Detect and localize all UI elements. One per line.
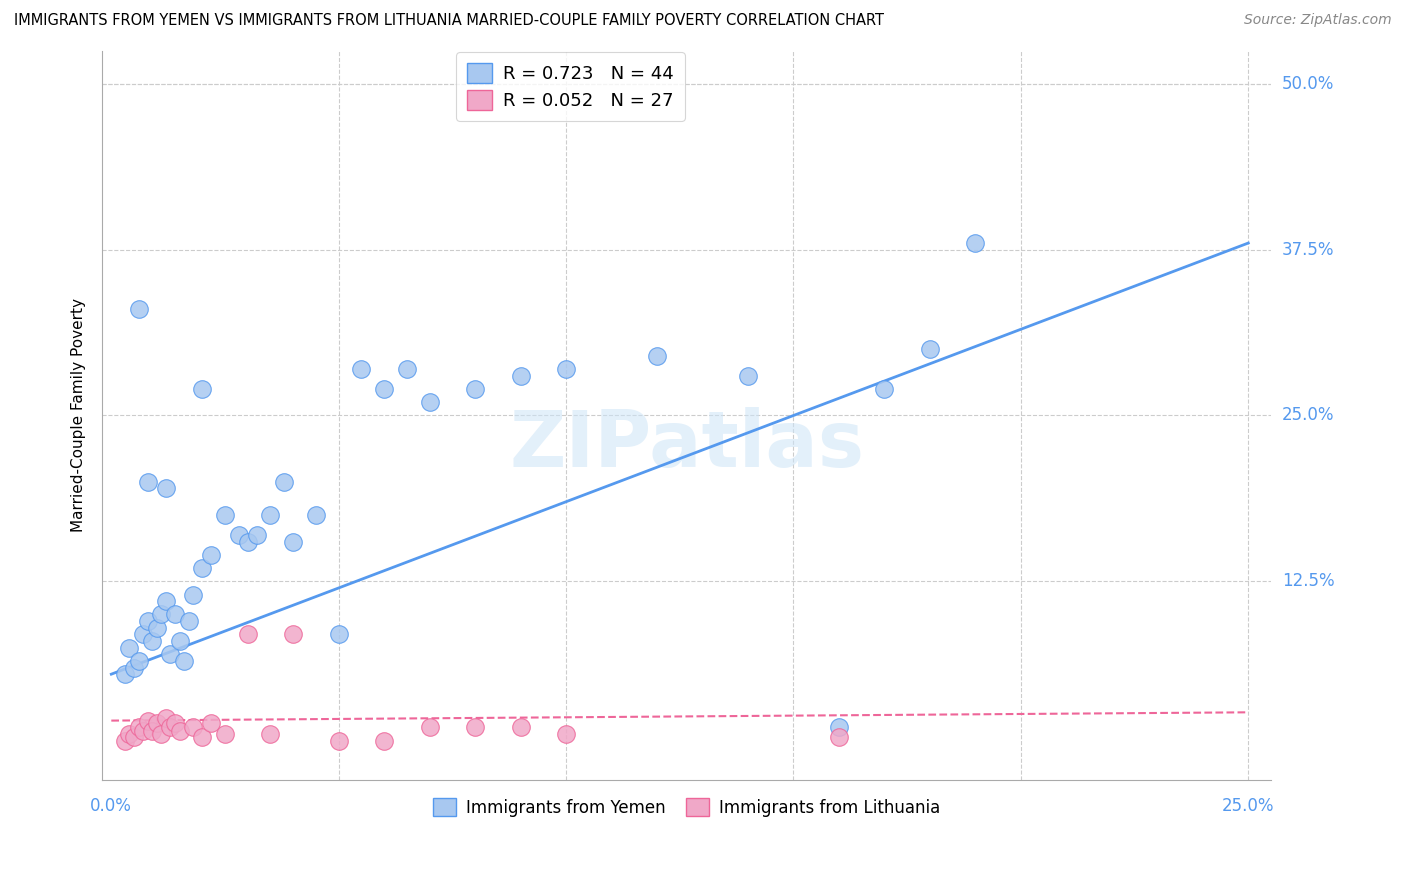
Point [159,720,181,734]
Point [132,627,155,641]
Text: 25.0%: 25.0% [1282,407,1334,425]
Point [246,528,269,542]
Point [214,508,236,522]
Point [737,368,759,383]
Text: IMMIGRANTS FROM YEMEN VS IMMIGRANTS FROM LITHUANIA MARRIED-COUPLE FAMILY POVERTY: IMMIGRANTS FROM YEMEN VS IMMIGRANTS FROM… [14,13,884,29]
Point [509,368,531,383]
Point [173,654,195,668]
Point [509,720,531,734]
Point [118,640,141,655]
Point [136,614,159,628]
Point [155,482,177,496]
Point [191,561,214,575]
Point [128,654,150,668]
Point [141,634,163,648]
Text: 50.0%: 50.0% [1282,75,1334,93]
Point [283,534,305,549]
Point [236,534,259,549]
Point [163,607,186,622]
Point [136,475,159,489]
Point [155,594,177,608]
Point [181,588,204,602]
Point [200,548,222,562]
Point [328,627,350,641]
Point [159,647,181,661]
Point [305,508,328,522]
Point [965,235,987,250]
Point [419,720,441,734]
Y-axis label: Married-Couple Family Poverty: Married-Couple Family Poverty [72,299,86,533]
Text: 25.0%: 25.0% [1222,797,1274,815]
Point [328,733,350,747]
Point [181,720,204,734]
Point [150,727,173,741]
Point [169,724,191,739]
Point [163,716,186,731]
Text: 37.5%: 37.5% [1282,241,1334,259]
Point [918,342,941,356]
Point [122,730,145,744]
Point [259,508,281,522]
Point [128,720,150,734]
Point [132,724,155,739]
Point [200,716,222,731]
Point [273,475,295,489]
Legend: Immigrants from Yemen, Immigrants from Lithuania: Immigrants from Yemen, Immigrants from L… [423,788,950,827]
Point [373,733,395,747]
Point [555,727,578,741]
Point [118,727,141,741]
Point [645,349,668,363]
Point [214,727,236,741]
Text: ZIPatlas: ZIPatlas [509,407,865,483]
Point [395,362,418,376]
Point [464,720,486,734]
Point [150,607,173,622]
Point [128,302,150,317]
Point [114,667,136,681]
Point [259,727,281,741]
Point [373,382,395,396]
Point [169,634,191,648]
Point [464,382,486,396]
Point [155,711,177,725]
Point [828,720,851,734]
Point [191,730,214,744]
Point [177,614,200,628]
Point [555,362,578,376]
Point [141,724,163,739]
Text: Source: ZipAtlas.com: Source: ZipAtlas.com [1244,13,1392,28]
Point [146,621,169,635]
Point [873,382,896,396]
Point [191,382,214,396]
Text: 12.5%: 12.5% [1282,573,1334,591]
Point [146,716,169,731]
Point [419,395,441,409]
Point [228,528,250,542]
Point [828,730,851,744]
Text: 0.0%: 0.0% [90,797,132,815]
Point [236,627,259,641]
Point [122,660,145,674]
Point [283,627,305,641]
Point [136,714,159,728]
Point [350,362,373,376]
Point [114,733,136,747]
